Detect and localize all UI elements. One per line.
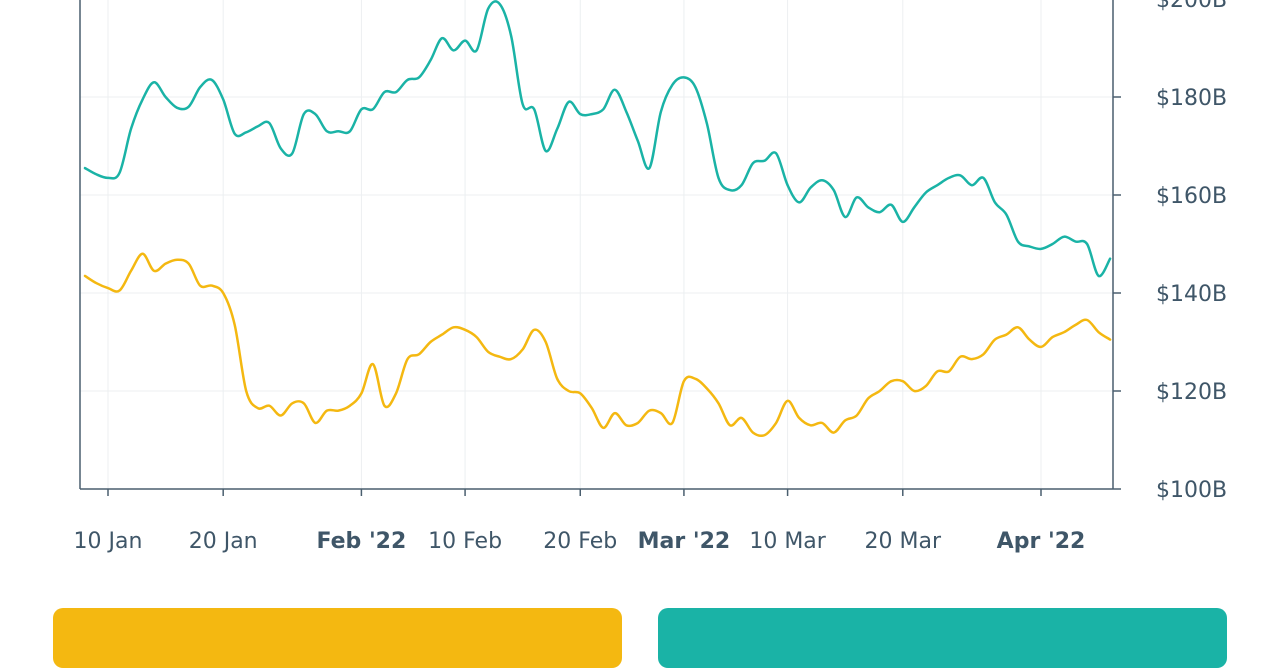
- series-line-2: [83, 252, 1112, 438]
- legend-series-1-button[interactable]: [53, 608, 622, 668]
- y-tick-label: $140B: [1156, 282, 1227, 307]
- y-tick-label: $120B: [1156, 380, 1227, 405]
- x-tick-label: 10 Feb: [428, 529, 502, 554]
- y-tick-label: $180B: [1156, 86, 1227, 111]
- series-line-1: [83, 0, 1112, 278]
- series-lines: [83, 0, 1112, 438]
- tick-labels: $100B $120B $140B $160B $180B $200B 10 Jan 20 J…: [74, 0, 1228, 554]
- x-tick-label: Apr '22: [997, 529, 1086, 554]
- x-tick-label: Mar '22: [638, 529, 731, 554]
- y-tick-label: $160B: [1156, 184, 1227, 209]
- x-tick-label: 20 Jan: [189, 529, 258, 554]
- x-tick-label: 10 Mar: [749, 529, 826, 554]
- x-tick-label: 10 Jan: [74, 529, 143, 554]
- y-tick-label: $100B: [1156, 478, 1227, 503]
- axes: [79, 0, 1121, 496]
- y-tick-label: $200B: [1156, 0, 1227, 13]
- line-chart: $100B $120B $140B $160B $180B $200B 10 Jan 20 J…: [74, 0, 1228, 554]
- legend-series-2-button[interactable]: [658, 608, 1227, 668]
- grid-lines: [80, 0, 1113, 489]
- x-tick-label: 20 Feb: [543, 529, 617, 554]
- x-tick-label: Feb '22: [316, 529, 406, 554]
- x-tick-label: 20 Mar: [865, 529, 942, 554]
